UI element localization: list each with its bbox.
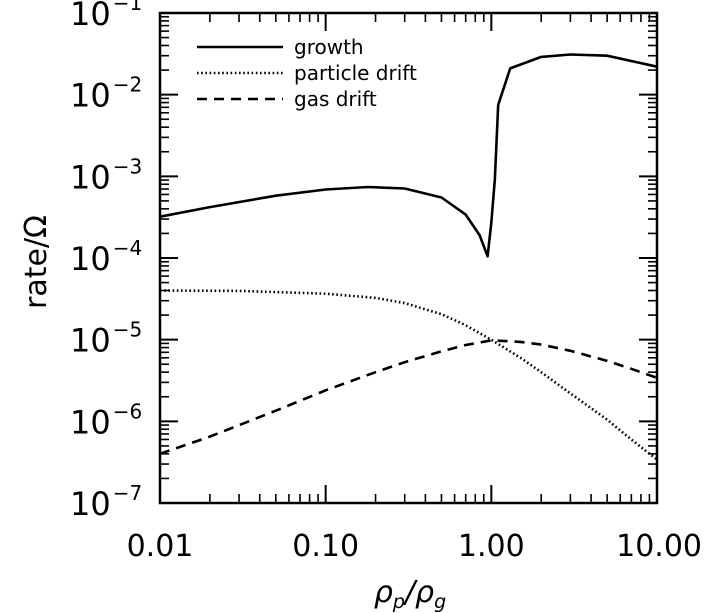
y-tick-label-base: 10: [70, 77, 111, 115]
axis-ticks: [159, 12, 658, 504]
x-tick-label: 0.01: [127, 529, 194, 564]
plot-frame: [158, 11, 659, 505]
x-axis-label-rho-g: ρ: [415, 575, 434, 610]
y-tick-label-exponent: −6: [113, 399, 142, 423]
y-tick-label-base: 10: [70, 485, 111, 523]
x-axis-label-sub-p: p: [392, 591, 405, 613]
plot-lines: [159, 53, 658, 461]
y-tick-label-base: 10: [70, 158, 111, 196]
x-axis-label-slash: /: [402, 575, 418, 610]
y-tick-label-base: 10: [70, 240, 111, 278]
legend-label-1: particle drift: [294, 61, 417, 85]
x-axis-label: ρp/ρg: [374, 575, 446, 613]
y-tick-label: 10 −6: [70, 399, 142, 441]
y-axis-label: rate/Ω: [19, 215, 54, 309]
y-tick-label: 10 −2: [70, 73, 142, 115]
x-axis-label-rho-p: ρ: [374, 575, 393, 610]
y-tick-label-base: 10: [70, 403, 111, 441]
x-tick-label: 0.10: [292, 529, 359, 564]
legend-label-0: growth: [294, 35, 364, 59]
series-line-2: [159, 339, 658, 456]
series-line-1: [159, 289, 658, 461]
y-tick-label: 10 −5: [70, 318, 142, 360]
y-tick-label-exponent: −3: [113, 154, 142, 178]
x-axis-label-sub-g: g: [434, 591, 446, 613]
series-line-0: [159, 53, 658, 258]
y-tick-label: 10 −7: [70, 481, 142, 523]
x-tick-label: 1.00: [458, 529, 525, 564]
y-tick-label-exponent: −7: [113, 481, 142, 505]
y-tick-label-base: 10: [70, 0, 111, 33]
y-tick-label-exponent: −1: [113, 0, 142, 15]
x-tick-label: 10.00: [616, 529, 702, 564]
legend-label-2: gas drift: [294, 87, 377, 111]
y-tick-label: 10 −4: [70, 236, 142, 278]
y-tick-label-base: 10: [70, 322, 111, 360]
y-tick-label-exponent: −4: [113, 236, 142, 260]
y-tick-label: 10 −3: [70, 154, 142, 196]
y-tick-label-exponent: −2: [113, 73, 142, 97]
y-tick-label-exponent: −5: [113, 318, 142, 342]
y-tick-label: 10 −1: [70, 0, 142, 33]
